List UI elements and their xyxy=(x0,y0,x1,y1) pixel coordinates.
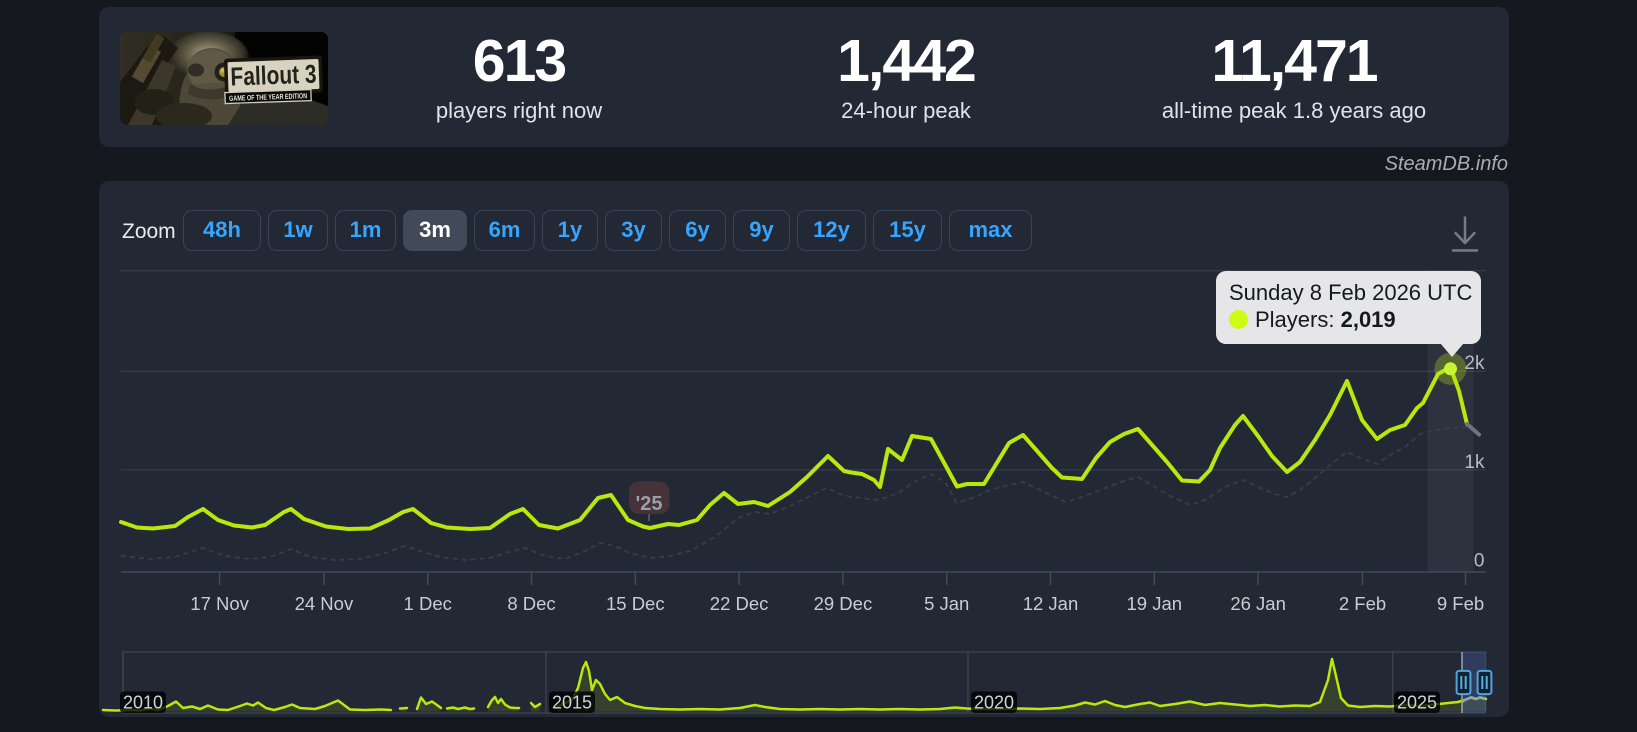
svg-text:'25: '25 xyxy=(635,493,662,515)
svg-text:12 Jan: 12 Jan xyxy=(1023,593,1079,614)
svg-text:17 Nov: 17 Nov xyxy=(190,593,249,614)
svg-text:Fallout 3: Fallout 3 xyxy=(230,59,317,92)
svg-text:2 Feb: 2 Feb xyxy=(1339,593,1386,614)
svg-text:19 Jan: 19 Jan xyxy=(1127,593,1183,614)
svg-text:1k: 1k xyxy=(1464,452,1485,473)
svg-text:26 Jan: 26 Jan xyxy=(1230,593,1286,614)
svg-text:2010: 2010 xyxy=(123,693,163,713)
svg-text:2015: 2015 xyxy=(552,693,592,713)
svg-text:2k: 2k xyxy=(1464,353,1485,374)
svg-text:29 Dec: 29 Dec xyxy=(814,593,873,614)
svg-text:GAME OF THE YEAR EDITION: GAME OF THE YEAR EDITION xyxy=(229,91,307,103)
svg-text:22 Dec: 22 Dec xyxy=(710,593,769,614)
svg-text:1 Dec: 1 Dec xyxy=(404,593,452,614)
svg-text:9 Feb: 9 Feb xyxy=(1437,593,1484,614)
svg-text:5 Jan: 5 Jan xyxy=(924,593,969,614)
svg-text:2020: 2020 xyxy=(974,693,1014,713)
svg-text:2025: 2025 xyxy=(1397,693,1437,713)
svg-text:24 Nov: 24 Nov xyxy=(295,593,354,614)
svg-text:0: 0 xyxy=(1474,551,1485,572)
svg-text:8 Dec: 8 Dec xyxy=(507,593,555,614)
svg-text:15 Dec: 15 Dec xyxy=(606,593,665,614)
